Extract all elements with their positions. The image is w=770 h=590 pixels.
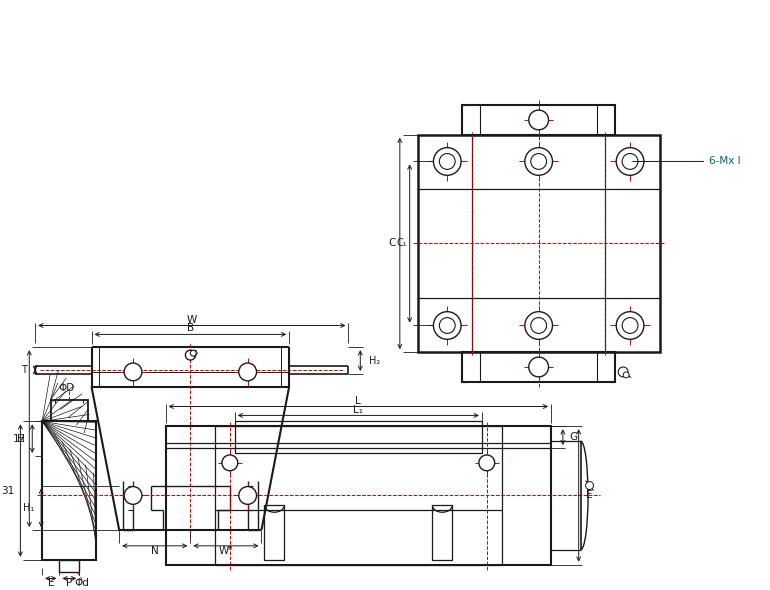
Text: H₂: H₂	[369, 356, 380, 366]
Circle shape	[440, 317, 455, 333]
Circle shape	[525, 312, 553, 339]
Text: L: L	[356, 395, 361, 405]
Text: B: B	[187, 323, 194, 333]
Text: E: E	[48, 578, 54, 588]
Bar	[417, 135, 660, 352]
Circle shape	[479, 455, 494, 471]
Bar	[215, 427, 501, 565]
Circle shape	[622, 317, 638, 333]
Bar	[433, 505, 452, 560]
Circle shape	[124, 487, 142, 504]
Circle shape	[440, 153, 455, 169]
Circle shape	[529, 110, 548, 130]
Bar	[462, 105, 615, 135]
Bar	[264, 505, 284, 560]
Text: ΦD: ΦD	[59, 383, 75, 393]
Circle shape	[616, 148, 644, 175]
Text: H₁: H₁	[23, 503, 34, 513]
Text: 12: 12	[13, 434, 26, 444]
Circle shape	[586, 481, 594, 490]
Text: T: T	[22, 365, 27, 375]
Bar	[59, 560, 79, 572]
Circle shape	[525, 148, 553, 175]
Circle shape	[186, 350, 196, 360]
Circle shape	[616, 312, 644, 339]
Circle shape	[531, 317, 547, 333]
Circle shape	[622, 153, 638, 169]
Circle shape	[529, 357, 548, 377]
Text: E: E	[586, 490, 592, 500]
Text: 31: 31	[2, 486, 15, 496]
Text: C: C	[388, 238, 396, 248]
Circle shape	[531, 153, 547, 169]
Circle shape	[623, 372, 629, 378]
Text: Wᴿ: Wᴿ	[219, 546, 233, 556]
Text: N: N	[151, 546, 159, 556]
Bar	[51, 399, 88, 421]
Text: L₁: L₁	[353, 405, 363, 415]
Bar	[166, 427, 551, 565]
Bar	[42, 421, 96, 560]
Circle shape	[124, 363, 142, 381]
Circle shape	[190, 350, 196, 356]
Text: G: G	[570, 432, 578, 442]
Circle shape	[222, 455, 238, 471]
Circle shape	[239, 363, 256, 381]
Circle shape	[434, 148, 461, 175]
Text: P: P	[66, 578, 72, 588]
Bar	[462, 352, 615, 382]
Text: 6-Mx l: 6-Mx l	[633, 156, 741, 166]
Circle shape	[618, 367, 628, 377]
Circle shape	[434, 312, 461, 339]
Bar	[235, 421, 482, 453]
Text: W: W	[186, 314, 197, 325]
Text: H: H	[18, 434, 25, 444]
Text: Φd: Φd	[75, 578, 89, 588]
Text: C₁: C₁	[396, 238, 407, 248]
Circle shape	[239, 487, 256, 504]
